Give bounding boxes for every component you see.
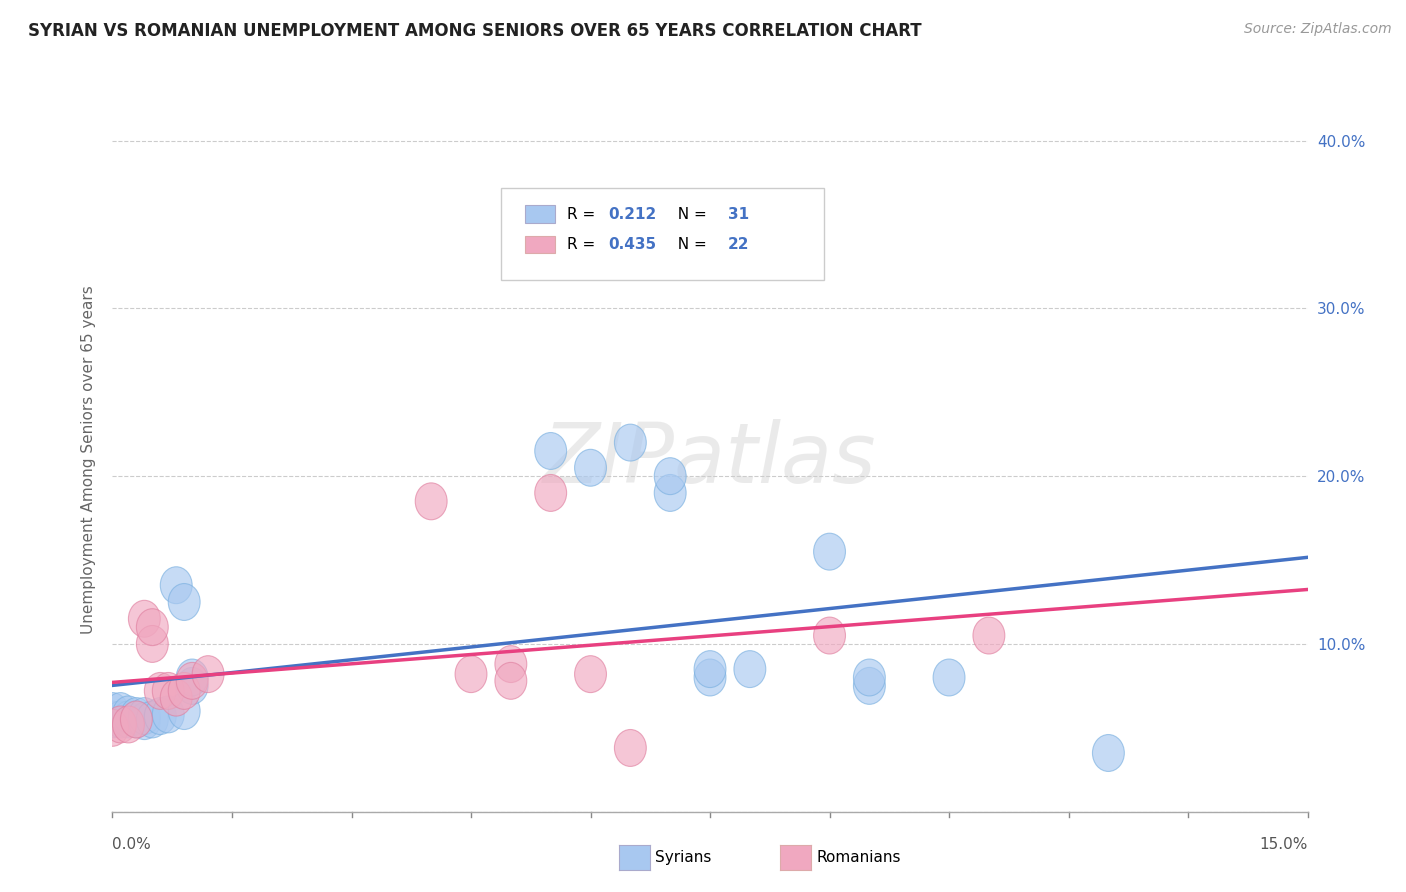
- Text: R =: R =: [567, 237, 600, 252]
- Ellipse shape: [853, 659, 886, 696]
- Ellipse shape: [121, 698, 152, 734]
- Ellipse shape: [575, 450, 606, 486]
- FancyBboxPatch shape: [524, 205, 554, 223]
- Text: ZIPatlas: ZIPatlas: [543, 419, 877, 500]
- Ellipse shape: [575, 656, 606, 692]
- Ellipse shape: [97, 709, 128, 747]
- Text: 0.435: 0.435: [609, 237, 657, 252]
- Ellipse shape: [614, 730, 647, 766]
- Ellipse shape: [456, 656, 486, 692]
- Ellipse shape: [814, 617, 845, 654]
- Ellipse shape: [152, 673, 184, 709]
- Text: N =: N =: [668, 237, 711, 252]
- Ellipse shape: [112, 696, 145, 733]
- Text: 0.0%: 0.0%: [112, 837, 152, 852]
- Ellipse shape: [193, 656, 224, 692]
- Ellipse shape: [614, 424, 647, 461]
- Ellipse shape: [97, 692, 128, 730]
- Ellipse shape: [145, 673, 176, 709]
- Ellipse shape: [934, 659, 965, 696]
- FancyBboxPatch shape: [501, 188, 824, 280]
- Text: 22: 22: [728, 237, 749, 252]
- Ellipse shape: [136, 701, 169, 738]
- Text: N =: N =: [668, 207, 711, 221]
- Text: 31: 31: [728, 207, 749, 221]
- Y-axis label: Unemployment Among Seniors over 65 years: Unemployment Among Seniors over 65 years: [80, 285, 96, 633]
- Ellipse shape: [973, 617, 1005, 654]
- Text: Source: ZipAtlas.com: Source: ZipAtlas.com: [1244, 22, 1392, 37]
- Ellipse shape: [104, 701, 136, 738]
- Ellipse shape: [176, 659, 208, 696]
- Ellipse shape: [415, 483, 447, 520]
- Ellipse shape: [654, 458, 686, 494]
- Ellipse shape: [160, 679, 193, 716]
- Ellipse shape: [152, 696, 184, 733]
- Ellipse shape: [495, 663, 527, 699]
- FancyBboxPatch shape: [524, 235, 554, 253]
- Text: R =: R =: [567, 207, 600, 221]
- Ellipse shape: [654, 475, 686, 511]
- Ellipse shape: [169, 692, 200, 730]
- Ellipse shape: [534, 475, 567, 511]
- Ellipse shape: [136, 625, 169, 663]
- Ellipse shape: [176, 663, 208, 699]
- Ellipse shape: [145, 698, 176, 734]
- Ellipse shape: [160, 566, 193, 604]
- Ellipse shape: [128, 600, 160, 637]
- Text: 0.212: 0.212: [609, 207, 657, 221]
- Ellipse shape: [104, 706, 136, 743]
- Ellipse shape: [104, 692, 136, 730]
- Text: 15.0%: 15.0%: [1260, 837, 1308, 852]
- Ellipse shape: [169, 673, 200, 709]
- Ellipse shape: [128, 703, 160, 739]
- Ellipse shape: [112, 701, 145, 738]
- Ellipse shape: [1092, 734, 1125, 772]
- Ellipse shape: [814, 533, 845, 570]
- Text: Syrians: Syrians: [655, 850, 711, 864]
- Ellipse shape: [169, 583, 200, 621]
- Text: SYRIAN VS ROMANIAN UNEMPLOYMENT AMONG SENIORS OVER 65 YEARS CORRELATION CHART: SYRIAN VS ROMANIAN UNEMPLOYMENT AMONG SE…: [28, 22, 922, 40]
- Ellipse shape: [695, 659, 725, 696]
- Ellipse shape: [176, 667, 208, 705]
- Ellipse shape: [853, 667, 886, 705]
- Ellipse shape: [97, 701, 128, 738]
- Ellipse shape: [128, 698, 160, 734]
- Ellipse shape: [112, 706, 145, 743]
- Ellipse shape: [136, 608, 169, 646]
- Ellipse shape: [734, 650, 766, 688]
- Text: Romanians: Romanians: [817, 850, 901, 864]
- Ellipse shape: [121, 701, 152, 738]
- Ellipse shape: [695, 650, 725, 688]
- Ellipse shape: [121, 701, 152, 738]
- Ellipse shape: [495, 646, 527, 682]
- Ellipse shape: [534, 433, 567, 469]
